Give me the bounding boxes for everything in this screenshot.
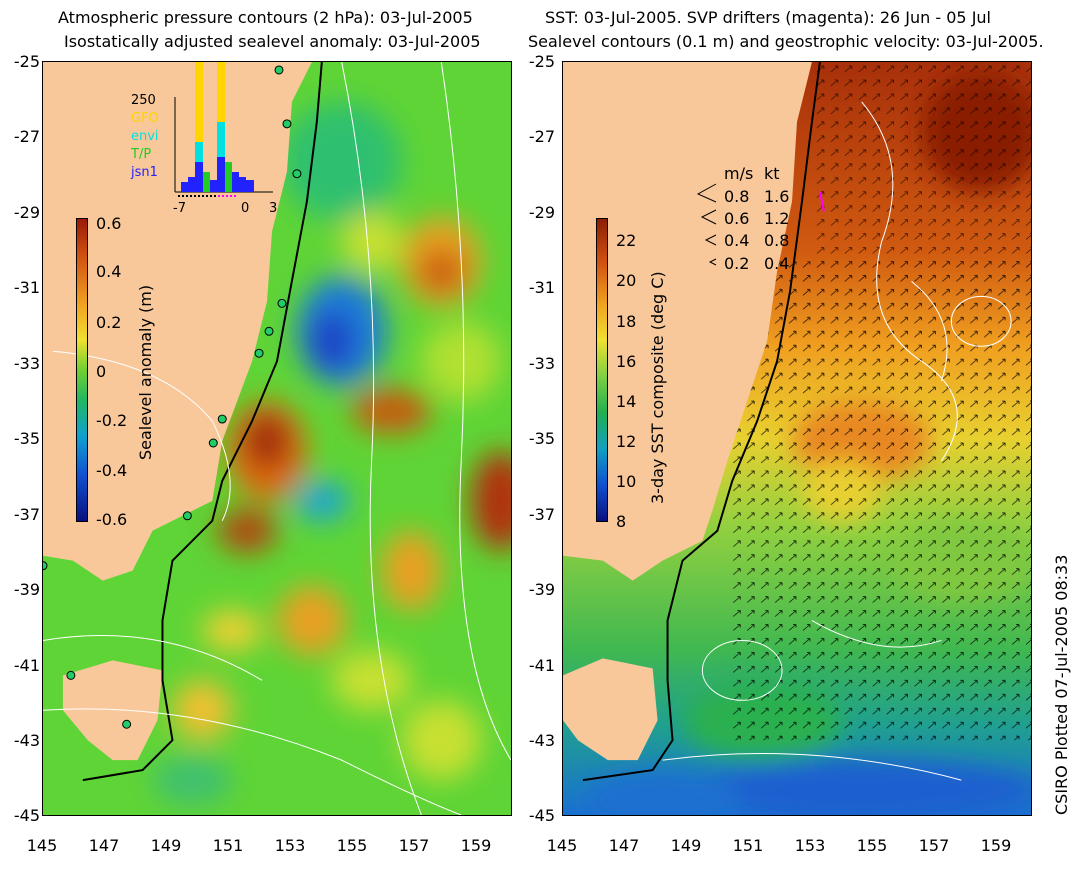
plot-credit: CSIRO Plotted 07-Jul-2005 08:33 (1052, 554, 1071, 815)
right-lon-label: 147 (608, 836, 640, 855)
left-lat-label: -25 (13, 52, 40, 71)
right-lat-label: -39 (528, 580, 555, 599)
inset-mission-jsn1: jsn1 (131, 165, 158, 180)
left-lon-label: 153 (274, 836, 306, 855)
right-lat-label: -31 (528, 278, 555, 297)
sealevel-anomaly-map: 250 GFO envi T/P jsn1 (42, 61, 512, 816)
right-lat-label: -25 (528, 52, 555, 71)
inset-xtick-0: 0 (241, 201, 250, 216)
sealevel-tick-0: 0 (96, 362, 107, 381)
inset-count-label: 250 (131, 93, 156, 108)
inset-mission-gfo: GFO (131, 111, 159, 126)
left-title-line2: Isostatically adjusted sealevel anomaly:… (64, 32, 481, 51)
left-lon-label: 157 (398, 836, 430, 855)
inset-mission-envi: envi (131, 129, 159, 144)
sst-tick-14: 14 (616, 392, 637, 411)
sst-tick-10: 10 (616, 472, 637, 491)
sealevel-tick-minus0.6: -0.6 (96, 510, 128, 529)
velocity-legend-kt-3: 0.4 (764, 254, 790, 273)
right-lon-label: 145 (546, 836, 578, 855)
right-lat-label: -27 (528, 127, 555, 146)
right-title-line2: Sealevel contours (0.1 m) and geostrophi… (528, 32, 1044, 51)
sealevel-colorbar-title: Sealevel anomaly (m) (136, 284, 155, 460)
right-lat-label: -33 (528, 354, 555, 373)
left-lat-label: -43 (13, 731, 40, 750)
velocity-legend-ms-2: 0.4 (724, 231, 750, 250)
sst-tick-8: 8 (616, 512, 627, 531)
sealevel-tick-minus0.4: -0.4 (96, 461, 128, 480)
sst-tick-16: 16 (616, 352, 637, 371)
right-lat-label: -29 (528, 203, 555, 222)
velocity-legend-ms-3: 0.2 (724, 254, 750, 273)
velocity-legend-kt-2: 0.8 (764, 231, 790, 250)
right-lat-label: -43 (528, 731, 555, 750)
right-lat-label: -37 (528, 505, 555, 524)
right-lat-label: -45 (528, 806, 555, 825)
right-lon-label: 151 (732, 836, 764, 855)
altimeter-inset: 250 GFO envi T/P jsn1 (131, 62, 293, 216)
sealevel-tick-0.4: 0.4 (96, 262, 122, 281)
inset-histogram-bars (174, 62, 273, 197)
left-title-line1: Atmospheric pressure contours (2 hPa): 0… (58, 8, 473, 27)
sst-tick-22: 22 (616, 231, 637, 250)
left-lat-label: -37 (13, 505, 40, 524)
sealevel-tick-0.6: 0.6 (96, 214, 122, 233)
sealevel-tick-minus0.2: -0.2 (96, 411, 128, 430)
velocity-legend-ms-1: 0.6 (724, 209, 750, 228)
right-title-line1: SST: 03-Jul-2005. SVP drifters (magenta)… (545, 8, 991, 27)
sst-tick-18: 18 (616, 312, 637, 331)
left-lon-label: 155 (336, 836, 368, 855)
velocity-legend-header-ms: m/s (724, 164, 754, 183)
left-lat-label: -33 (13, 354, 40, 373)
inset-mission-tp: T/P (131, 147, 152, 162)
sst-colorbar (596, 218, 608, 522)
velocity-legend-header-kt: kt (764, 164, 780, 183)
sealevel-anomaly-field (43, 62, 511, 815)
sst-tick-20: 20 (616, 271, 637, 290)
left-lat-label: -45 (13, 806, 40, 825)
right-lon-label: 159 (980, 836, 1012, 855)
velocity-legend-kt-0: 1.6 (764, 187, 790, 206)
left-lon-label: 147 (88, 836, 120, 855)
sealevel-tick-0.2: 0.2 (96, 313, 122, 332)
left-lat-label: -41 (13, 656, 40, 675)
sst-field (563, 62, 1031, 815)
left-lat-label: -27 (13, 127, 40, 146)
left-lon-label: 159 (460, 836, 492, 855)
left-lon-label: 145 (26, 836, 58, 855)
velocity-legend-arrows (696, 183, 717, 266)
right-lon-label: 157 (918, 836, 950, 855)
left-lat-label: -31 (13, 278, 40, 297)
right-lon-label: 153 (794, 836, 826, 855)
left-lon-label: 151 (212, 836, 244, 855)
inset-xtick-minus7: -7 (173, 201, 186, 216)
sst-colorbar-title: 3-day SST composite (deg C) (648, 271, 667, 504)
sealevel-colorbar (76, 218, 88, 522)
left-lat-label: -39 (13, 580, 40, 599)
velocity-legend-kt-1: 1.2 (764, 209, 790, 228)
velocity-legend-ms-0: 0.8 (724, 187, 750, 206)
sst-map (562, 61, 1032, 816)
sst-tick-12: 12 (616, 432, 637, 451)
right-lon-label: 149 (670, 836, 702, 855)
left-lat-label: -35 (13, 429, 40, 448)
right-lat-label: -35 (528, 429, 555, 448)
right-lat-label: -41 (528, 656, 555, 675)
right-lon-label: 155 (856, 836, 888, 855)
inset-xtick-3: 3 (269, 201, 278, 216)
left-lon-label: 149 (150, 836, 182, 855)
left-lat-label: -29 (13, 203, 40, 222)
